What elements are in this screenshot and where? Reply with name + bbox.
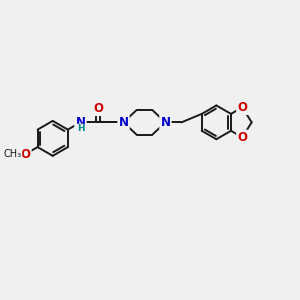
Text: O: O [93,102,103,115]
Text: O: O [20,148,31,160]
Text: N: N [75,116,85,129]
Text: H: H [77,124,85,133]
Text: O: O [237,131,247,144]
Text: O: O [237,101,247,114]
Text: N: N [118,116,128,129]
Text: N: N [160,116,170,129]
Text: CH₃: CH₃ [3,149,21,159]
